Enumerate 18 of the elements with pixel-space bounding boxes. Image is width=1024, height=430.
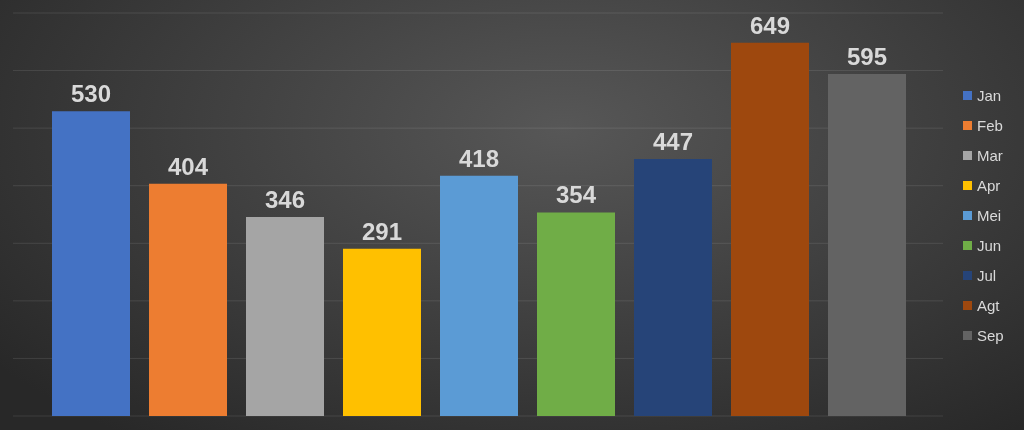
legend-label: Mar [977,146,1003,164]
legend-label: Agt [977,296,1000,314]
data-label: 530 [70,80,112,108]
legend-label: Sep [977,326,1004,344]
data-label: 418 [458,144,500,172]
data-label: 447 [652,127,694,155]
data-label: 291 [361,217,403,245]
legend-label: Apr [977,176,1001,194]
data-label: 354 [555,181,597,209]
data-label: 595 [846,42,888,70]
legend-label: Jun [977,236,1002,254]
legend-label: Jan [977,86,1002,104]
legend-label: Mei [977,206,1002,224]
data-label: 404 [167,152,209,180]
legend-label: Feb [977,116,1003,134]
data-label: 649 [749,11,791,39]
legend-label: Jul [977,266,997,284]
data-label: 346 [264,186,306,214]
